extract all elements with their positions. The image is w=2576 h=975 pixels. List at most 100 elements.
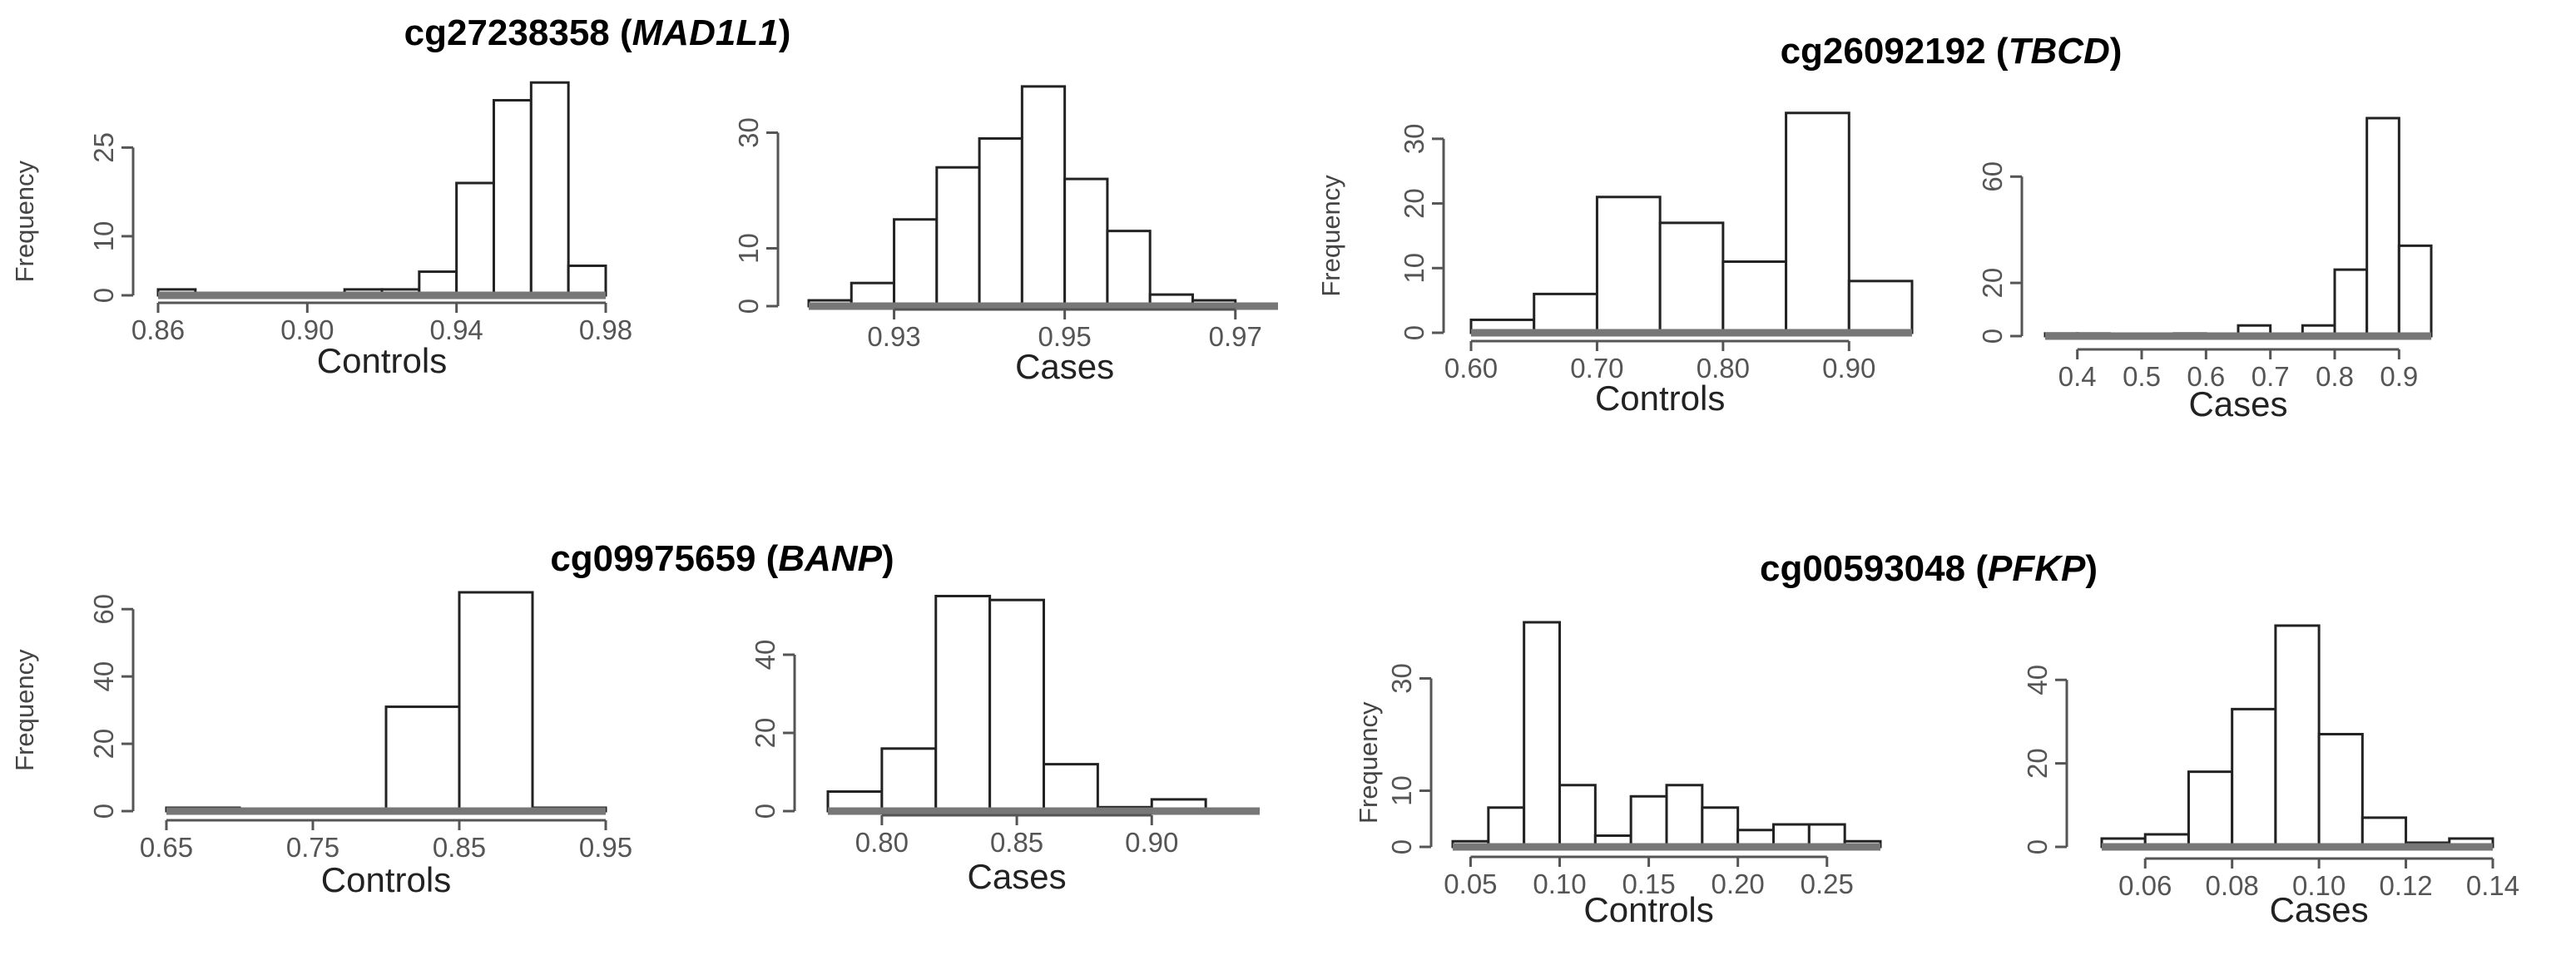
histogram-bar [1043,763,1099,813]
x-tick-label: 0.93 [867,321,920,352]
histogram-bar [2187,770,2234,849]
x-axis-label: Controls [321,860,451,899]
axes-banp-controls: 0 20 40 60 0.65 0.75 0.85 0.95 Controls Frequency [10,594,632,899]
y-tick-label: 40 [2022,665,2053,695]
bars-banp-controls [165,591,607,815]
x-tick-label: 0.20 [1712,869,1765,899]
panel-mad1l1-cases: 0 10 30 0.93 0.95 0.97 Cases [733,85,1278,386]
bars-pfkp-cases [2100,624,2494,851]
histogram-bar [850,281,896,308]
x-tick-label: 0.15 [1622,869,1675,899]
x-axis-label: Controls [1583,890,1713,929]
y-axis-label: Frequency [1316,175,1345,297]
histogram-bar [2231,707,2277,849]
y-tick-label: 10 [733,233,764,264]
histogram-bar [1721,260,1788,334]
y-axis-label: Frequency [10,160,39,282]
y-tick-label: 60 [1977,161,2008,192]
axes-tbcd-controls: 0 10 20 30 0.60 0.70 0.80 0.90 Controls Frequency [1316,123,1875,418]
y-tick-label: 30 [1386,663,1417,694]
histogram-bar [880,747,938,813]
y-tick-label: 0 [733,299,764,314]
histogram-bar [458,591,534,813]
y-tick-label: 40 [750,640,780,671]
x-tick-label: 0.06 [2118,870,2172,901]
x-tick-label: 0.12 [2379,870,2432,901]
histogram-bar [1487,806,1526,849]
panel-tbcd-cases: 0 20 60 0.4 0.5 0.6 0.7 0.8 0.9 Cases [1977,116,2433,423]
histogram-bar [1533,292,1598,334]
y-axis-label: Frequency [10,649,39,771]
y-tick-label: 0 [1977,329,2008,344]
x-tick-label: 0.14 [2466,870,2519,901]
histogram-bar [1106,230,1152,308]
title-mad1l1: cg27238358 (MAD1L1) [404,12,791,53]
title-pfkp: cg00593048 (PFKP) [1760,548,2098,589]
y-tick-label: 0 [1386,839,1417,854]
y-tick-label: 10 [88,221,119,252]
bars-mad1l1-cases [807,85,1278,310]
x-tick-label: 0.8 [2316,361,2354,392]
x-tick-label: 0.94 [430,314,483,345]
x-tick-label: 0.75 [286,832,339,863]
x-tick-label: 0.6 [2187,361,2225,392]
histogram-bar [2361,816,2408,849]
x-tick-label: 0.90 [1822,353,1875,384]
histogram-bar [1629,794,1668,849]
panel-banp-controls: 0 20 40 60 0.65 0.75 0.85 0.95 Controls Frequency [10,591,632,899]
histogram-bar [493,99,533,297]
panel-pfkp-cases: 0 20 40 0.06 0.08 0.10 0.12 0.14 Cases [2022,624,2519,929]
histogram-bar [978,136,1023,308]
x-tick-label: 0.70 [1570,353,1623,384]
bars-pfkp-controls [1451,621,1882,851]
x-tick-label: 0.5 [2123,361,2161,392]
bars-banp-cases [826,595,1260,815]
x-tick-label: 0.85 [990,827,1043,858]
y-axis-label: Frequency [1354,701,1383,824]
y-tick-label: 60 [88,594,119,625]
x-tick-label: 0.25 [1801,869,1854,899]
y-tick-label: 30 [733,117,764,148]
histogram-bar [2333,268,2369,338]
x-axis-label: Cases [968,857,1067,896]
axes-mad1l1-cases: 0 10 30 0.93 0.95 0.97 Cases [733,117,1262,386]
y-tick-label: 20 [2022,748,2053,779]
x-tick-label: 0.80 [855,827,909,858]
x-tick-label: 0.95 [579,832,632,863]
x-axis-label: Cases [1015,347,1114,386]
y-tick-label: 30 [1399,123,1429,154]
panel-tbcd-controls: 0 10 20 30 0.60 0.70 0.80 0.90 Controls Frequency [1316,111,1914,418]
x-tick-label: 0.85 [433,832,486,863]
histogram-bar [455,181,496,297]
panel-pfkp-controls: 0 10 30 0.05 0.10 0.15 0.20 0.25 Controls Frequen… [1354,621,1882,929]
x-tick-label: 0.97 [1209,321,1262,352]
histogram-bar [2397,244,2433,338]
x-tick-label: 0.65 [140,832,193,863]
x-axis-label: Cases [2188,384,2287,423]
y-tick-label: 0 [2022,839,2053,854]
histogram-bar [988,598,1045,813]
histogram-bar [384,705,461,813]
x-tick-label: 0.60 [1444,353,1498,384]
x-tick-label: 0.08 [2206,870,2259,901]
x-tick-label: 0.10 [1533,869,1586,899]
y-tick-label: 10 [1399,253,1429,284]
histogram-bar [1595,195,1662,334]
y-tick-label: 10 [1386,775,1417,806]
histogram-bar [1523,621,1561,849]
histogram-bar [2274,624,2321,849]
histogram-bar [1658,221,1725,334]
x-tick-label: 0.90 [280,314,334,345]
y-tick-label: 25 [88,132,119,163]
panel-mad1l1-controls: 0 10 25 0.86 0.90 0.94 0.98 Controls Frequency [10,81,632,380]
histogram-bar [2317,732,2364,849]
bars-tbcd-controls [1469,111,1914,337]
x-tick-label: 0.10 [2292,870,2346,901]
axes-tbcd-cases: 0 20 60 0.4 0.5 0.6 0.7 0.8 0.9 Cases [1977,161,2418,423]
histogram-bar [1785,111,1850,334]
histogram-bar [1701,806,1740,849]
x-tick-label: 0.7 [2252,361,2290,392]
y-tick-label: 0 [1399,325,1429,340]
axes-pfkp-controls: 0 10 30 0.05 0.10 0.15 0.20 0.25 Controls Frequen… [1354,663,1854,929]
